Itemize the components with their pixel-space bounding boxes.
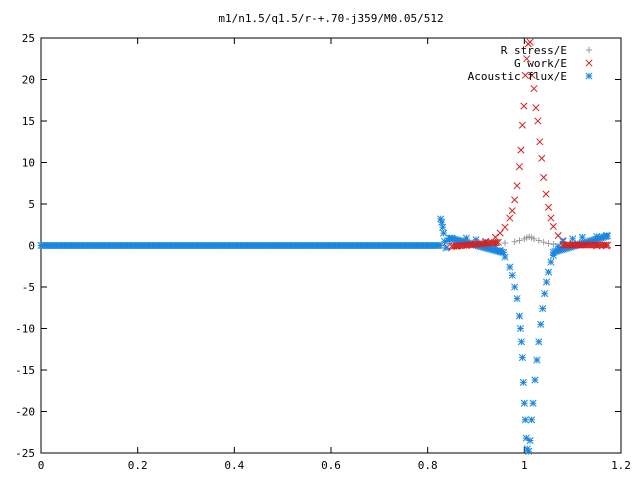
chart-title: m1/n1.5/q1.5/r-+.70-j359/M0.05/512	[218, 12, 443, 25]
acoustic-flux-point	[442, 244, 450, 252]
x-tick-label: 1.2	[611, 459, 631, 472]
acoustic-flux-point	[516, 324, 525, 333]
legend-label: Acoustic flux/E	[468, 70, 567, 83]
g-work-point	[518, 121, 526, 129]
y-tick-label: -25	[15, 447, 35, 460]
g-work-point	[492, 238, 500, 247]
y-tick-label: 25	[22, 32, 35, 45]
legend-label: R stress/E	[501, 44, 567, 57]
legend-marker	[585, 59, 593, 67]
acoustic-flux-point	[539, 305, 547, 313]
acoustic-flux-point	[521, 416, 529, 424]
data-marks	[37, 38, 612, 455]
axis-ticks: 0 0.2 0.4 0.6 0.8 1 1.2 -25 -20 -15 -10 -5 0 5 10 15 20 2…	[15, 32, 631, 472]
r-stress-point	[535, 237, 543, 244]
r-stress-point	[545, 240, 552, 247]
g-work-point	[494, 238, 502, 246]
acoustic-flux-point	[529, 399, 537, 407]
r-stress-point	[501, 239, 509, 247]
acoustic-flux-point	[525, 447, 533, 455]
acoustic-flux-point	[506, 263, 514, 271]
legend-label: G work/E	[514, 57, 567, 70]
g-work-point	[526, 38, 534, 46]
g-work-point	[530, 85, 538, 93]
y-tick-label: -15	[15, 364, 35, 377]
acoustic-flux-point	[528, 416, 536, 424]
g-work-point	[601, 241, 610, 249]
acoustic-flux-point	[520, 399, 528, 407]
g-work-point	[515, 163, 524, 171]
y-tick-label: 10	[22, 157, 35, 170]
g-work-point	[501, 223, 509, 231]
x-tick-label: 0.2	[128, 459, 148, 472]
x-tick-label: 0.6	[321, 459, 341, 472]
y-tick-label: 5	[28, 198, 35, 211]
acoustic-flux-point	[543, 278, 551, 286]
acoustic-flux-point	[499, 249, 508, 257]
acoustic-flux-point	[515, 312, 524, 320]
g-work-point	[547, 214, 555, 222]
acoustic-flux-point	[603, 232, 612, 240]
acoustic-flux-point	[541, 290, 549, 298]
g-work-point	[603, 241, 612, 249]
acoustic-flux-point	[511, 283, 519, 291]
g-work-point	[508, 207, 516, 215]
g-work-point	[506, 214, 514, 222]
acoustic-flux-point	[533, 356, 541, 364]
g-work-point	[544, 203, 553, 211]
g-work-point	[496, 229, 504, 237]
y-tick-label: -10	[15, 323, 35, 336]
g-work-point	[528, 71, 536, 79]
acoustic-flux-point	[544, 268, 553, 276]
g-work-point	[549, 222, 557, 230]
g-work-point	[517, 146, 525, 154]
x-tick-label: 0.8	[418, 459, 438, 472]
acoustic-flux-point	[526, 436, 534, 445]
x-tick-label: 0.4	[224, 459, 244, 472]
g-work-point	[538, 154, 546, 162]
y-tick-label: 15	[22, 115, 35, 128]
acoustic-flux-point	[508, 271, 516, 279]
g-work-point	[536, 138, 544, 146]
x-tick-label: 1	[521, 459, 528, 472]
acoustic-flux-point	[537, 320, 545, 328]
acoustic-flux-point	[531, 376, 539, 384]
acoustic-flux-point	[513, 295, 521, 303]
acoustic-flux-point	[519, 378, 527, 387]
x-tick-label: 0	[38, 459, 45, 472]
acoustic-flux-point	[547, 258, 555, 266]
acoustic-flux-point	[517, 338, 525, 346]
g-work-point	[520, 102, 528, 110]
r-stress-point	[540, 238, 547, 246]
g-work-point	[532, 104, 540, 112]
series-acoustic-flux	[437, 215, 611, 455]
legend-marker	[585, 72, 593, 80]
r-stress-point	[516, 237, 523, 244]
g-work-point	[542, 190, 550, 198]
r-stress-point	[530, 235, 538, 243]
y-tick-label: -20	[15, 406, 35, 419]
g-work-point	[513, 182, 521, 190]
y-tick-label: -5	[22, 281, 35, 294]
acoustic-flux-point	[439, 223, 447, 231]
g-work-point	[540, 173, 548, 181]
acoustic-flux-point	[444, 236, 452, 245]
legend-marker	[585, 46, 593, 54]
g-work-point	[511, 196, 519, 204]
g-work-point	[523, 55, 531, 63]
g-work-point	[534, 117, 542, 125]
acoustic-flux-point	[518, 353, 526, 362]
acoustic-flux-point	[440, 229, 448, 237]
acoustic-flux-point	[436, 241, 444, 250]
g-work-point	[521, 71, 529, 79]
acoustic-flux-point	[535, 338, 543, 346]
y-tick-label: 20	[22, 74, 35, 87]
y-tick-label: 0	[28, 240, 35, 253]
acoustic-flux-point	[569, 235, 577, 243]
series-g-work-baseline	[448, 238, 612, 250]
r-stress-point	[511, 238, 518, 245]
